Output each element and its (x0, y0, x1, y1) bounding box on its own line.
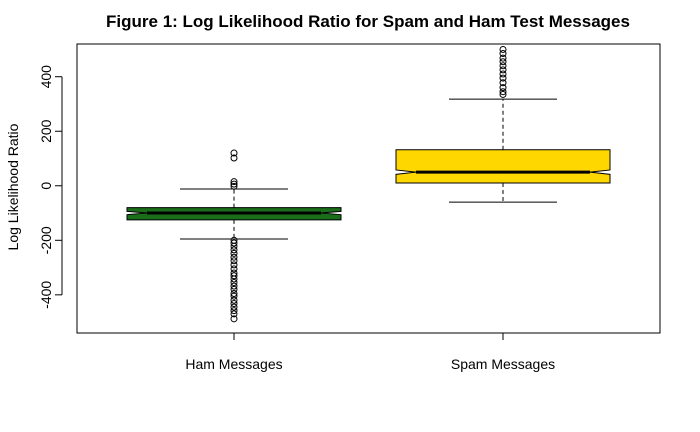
y-axis: -400 -200 0 200 400 (38, 65, 63, 309)
x-tick-label: Spam Messages (451, 356, 555, 372)
outlier-point (230, 279, 238, 287)
outlier-point (230, 149, 238, 157)
outlier-point (230, 178, 238, 186)
outlier-point (230, 296, 238, 304)
y-axis-label: Log Likelihood Ratio (5, 123, 21, 250)
outlier-point (230, 282, 238, 290)
outlier-point (230, 239, 238, 247)
outlier-point (230, 272, 238, 280)
outlier-point (230, 154, 238, 162)
y-tick-label: 0 (38, 182, 54, 190)
outlier-point (230, 285, 238, 293)
y-tick-label: 400 (38, 65, 54, 89)
outlier-point (230, 315, 238, 323)
outlier-point (230, 275, 238, 283)
outlier-point (230, 261, 238, 269)
x-axis: Ham Messages Spam Messages (185, 333, 555, 372)
y-tick-label: -200 (38, 226, 54, 254)
outlier-point (230, 246, 238, 254)
outlier-point (230, 182, 238, 190)
outlier-point (499, 74, 507, 82)
outlier-point (230, 249, 238, 257)
outlier-point (230, 303, 238, 311)
spam-box (395, 45, 611, 203)
outlier-point (230, 300, 238, 308)
outlier-point (230, 289, 238, 297)
outlier-point (499, 79, 507, 87)
outlier-point (499, 70, 507, 78)
plot-frame (76, 43, 661, 334)
outlier-point (499, 50, 507, 58)
outlier-point (499, 62, 507, 70)
outlier-point (499, 54, 507, 62)
outlier-point (230, 180, 238, 188)
outlier-point (499, 90, 507, 98)
outlier-point (230, 253, 238, 261)
outlier-point (230, 257, 238, 265)
chart-title: Figure 1: Log Likelihood Ratio for Spam … (106, 12, 630, 31)
outlier-point (230, 292, 238, 300)
outlier-point (499, 45, 507, 53)
y-tick-label: 200 (38, 119, 54, 143)
outlier-point (230, 242, 238, 250)
y-tick-label: -400 (38, 281, 54, 309)
outlier-point (499, 66, 507, 74)
outlier-point (499, 84, 507, 92)
box-group (126, 45, 611, 323)
box-body (395, 149, 611, 184)
outlier-point (230, 307, 238, 315)
ham-box (126, 149, 342, 323)
outlier-point (230, 265, 238, 273)
outlier-point (230, 310, 238, 318)
outlier-point (499, 88, 507, 96)
outlier-point (499, 58, 507, 66)
x-tick-label: Ham Messages (185, 356, 282, 372)
